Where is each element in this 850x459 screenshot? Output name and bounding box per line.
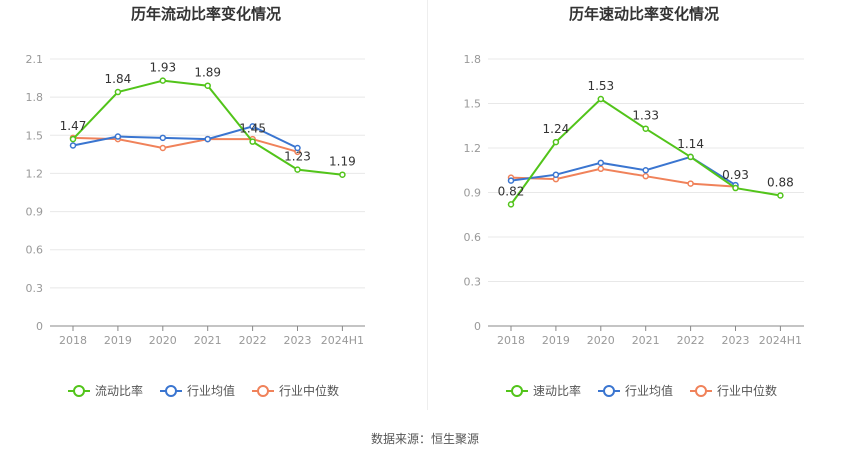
chart-title: 历年流动比率变化情况	[131, 5, 281, 23]
legend-label: 行业均值	[187, 383, 235, 398]
data-point	[294, 144, 301, 152]
y-tick-label: 0.6	[464, 231, 482, 244]
legend-swatch-marker	[511, 385, 523, 397]
x-tick-label: 2021	[194, 334, 222, 347]
y-tick-label: 1.2	[26, 167, 44, 180]
data-point	[507, 201, 515, 208]
y-tick-label: 2.1	[26, 53, 44, 66]
legend-label: 流动比率	[95, 383, 143, 398]
x-tick-label: 2019	[542, 334, 570, 347]
data-label: 1.84	[105, 72, 132, 86]
y-tick-label: 0.3	[26, 282, 44, 295]
y-tick-label: 0.6	[26, 244, 44, 257]
legend-swatch-marker	[73, 385, 85, 397]
data-label: 1.89	[194, 66, 221, 80]
data-point	[777, 192, 784, 199]
data-point	[339, 171, 346, 178]
data-point	[732, 184, 739, 192]
legend-label: 行业中位数	[279, 383, 339, 398]
x-tick-label: 2023	[284, 334, 312, 347]
data-point	[642, 167, 649, 174]
data-point	[69, 135, 77, 143]
data-source-name: 恒生聚源	[431, 432, 480, 446]
x-tick-label: 2018	[497, 334, 525, 347]
data-point	[687, 180, 694, 187]
y-tick-label: 0.9	[26, 206, 44, 219]
data-label: 1.33	[632, 109, 659, 123]
y-tick-label: 1.2	[464, 142, 482, 155]
data-label: 0.82	[498, 184, 525, 198]
data-point	[249, 138, 256, 145]
legend-label: 行业中位数	[717, 383, 777, 398]
data-point	[69, 142, 77, 149]
series-line	[510, 167, 736, 188]
data-point	[597, 165, 605, 173]
panel-divider	[427, 0, 428, 410]
data-point	[159, 77, 167, 84]
data-point	[552, 171, 560, 178]
data-source: 数据来源：恒生聚源	[0, 430, 850, 447]
x-tick-label: 2019	[104, 334, 132, 347]
data-point	[204, 135, 211, 143]
x-tick-label: 2022	[239, 334, 267, 347]
x-tick-label: 2020	[587, 334, 615, 347]
y-tick-label: 1.5	[26, 129, 44, 142]
data-label: 1.24	[543, 122, 570, 136]
y-tick-label: 0	[36, 320, 43, 333]
quick-ratio-chart: 历年速动比率变化情况 0 0.3 0.6 0.9 1.2 1.5 1.8 2018 2019 202…	[464, 5, 804, 398]
series-line	[510, 155, 737, 186]
data-label: 1.53	[587, 79, 614, 93]
x-tick-label: 2020	[149, 334, 177, 347]
data-label: 1.45	[239, 122, 266, 136]
data-label: 0.93	[722, 168, 749, 182]
x-tick-label: 2023	[722, 334, 750, 347]
current-ratio-chart: 历年流动比率变化情况 0 0.3 0.6 0.9 1.2 1.5 1.8 2.1 2018 2019…	[26, 5, 365, 398]
data-point	[597, 95, 605, 103]
data-label: 1.47	[60, 119, 87, 133]
x-tick-label: 2024H1	[759, 334, 802, 347]
data-point	[507, 177, 515, 184]
data-source-label: 数据来源：	[370, 432, 431, 446]
y-tick-label: 0.9	[464, 187, 482, 200]
y-tick-label: 0	[474, 320, 481, 333]
x-tick-label: 2024H1	[321, 334, 364, 347]
legend-swatch-marker	[257, 385, 269, 397]
data-point	[204, 82, 211, 89]
data-label: 1.23	[284, 150, 311, 164]
data-point	[159, 134, 167, 142]
legend-swatch-marker	[165, 385, 177, 397]
y-tick-label: 0.3	[464, 276, 482, 289]
legend-label: 速动比率	[533, 383, 581, 398]
chart-title: 历年速动比率变化情况	[569, 5, 719, 23]
x-tick-label: 2022	[677, 334, 705, 347]
data-label: 1.14	[677, 137, 704, 151]
data-point	[114, 88, 122, 96]
x-tick-label: 2018	[59, 334, 87, 347]
y-tick-label: 1.5	[464, 98, 482, 111]
data-point	[249, 123, 256, 130]
data-label: 1.93	[149, 61, 176, 75]
legend-swatch-marker	[695, 385, 707, 397]
data-point	[294, 166, 301, 173]
legend-swatch-marker	[603, 385, 615, 397]
data-point	[642, 172, 649, 180]
data-label: 1.19	[329, 155, 356, 169]
y-tick-label: 1.8	[26, 91, 44, 104]
y-tick-label: 1.8	[464, 53, 482, 66]
data-point	[597, 159, 605, 167]
x-tick-label: 2021	[632, 334, 660, 347]
legend-label: 行业均值	[625, 383, 673, 398]
data-point	[114, 133, 122, 140]
data-point	[552, 138, 560, 146]
data-point	[159, 144, 167, 152]
series-line	[72, 125, 298, 149]
data-point	[687, 153, 694, 161]
data-label: 0.88	[767, 175, 794, 189]
data-point	[642, 125, 649, 132]
